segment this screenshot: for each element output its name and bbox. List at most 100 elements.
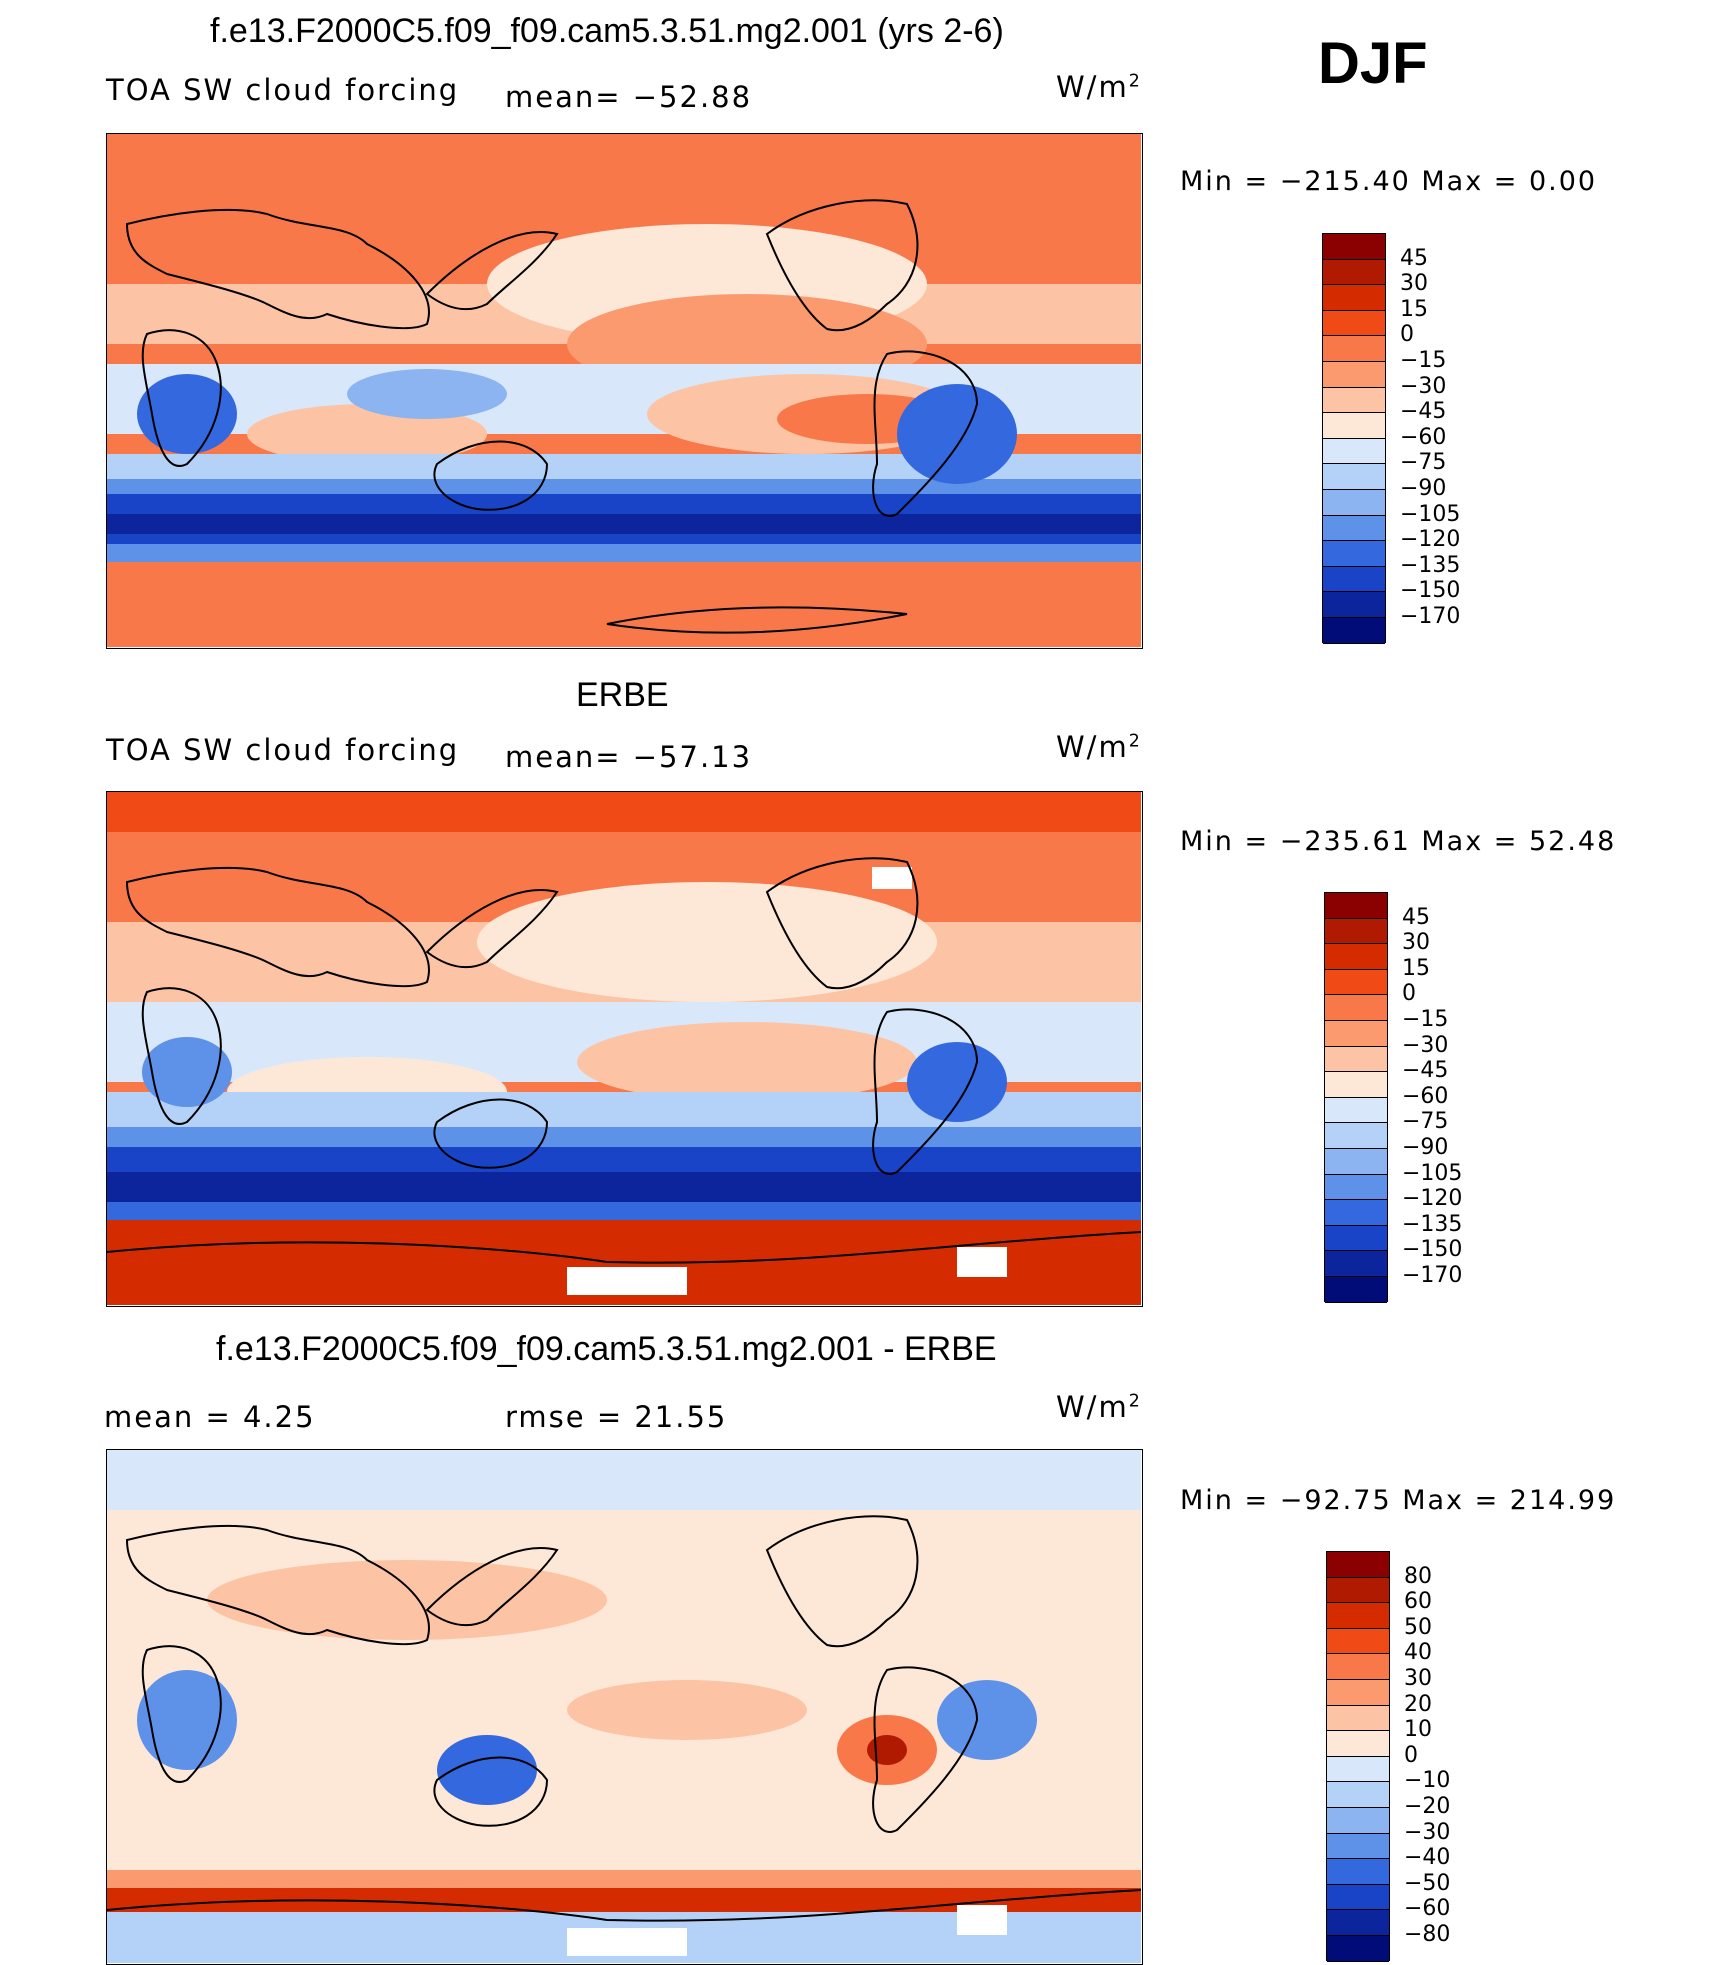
colorbar-tick-label: −15 bbox=[1400, 348, 1447, 373]
colorbar-tick-label: 15 bbox=[1402, 955, 1430, 981]
colorbar-swatch bbox=[1325, 1174, 1387, 1201]
colorbar-swatch bbox=[1325, 1149, 1387, 1175]
colorbar-swatch bbox=[1327, 1628, 1389, 1655]
panel-3-colorbar: 80 60 50 40 30 20 10 0 −10 −20 −30 −40 −50 −60 −80 bbox=[1326, 1551, 1526, 1962]
colorbar-swatch bbox=[1323, 592, 1385, 618]
colorbar-tick-label: −170 bbox=[1402, 1263, 1463, 1288]
colorbar-swatch bbox=[1325, 1123, 1387, 1149]
panel-1-mean-label: mean= −52.88 bbox=[505, 80, 753, 114]
colorbar-swatch bbox=[1323, 362, 1385, 388]
colorbar-tick-label: −120 bbox=[1402, 1186, 1463, 1212]
panel-1-colorbar: 45 30 15 0 −15 −30 −45 −60 −75 −90 −105 −120 −135 −15… bbox=[1322, 233, 1522, 644]
map-fill-asia bbox=[207, 1560, 607, 1640]
colorbar-swatch bbox=[1327, 1859, 1389, 1885]
map-fill-arctic bbox=[107, 1450, 1141, 1510]
colorbar-tick-label: −90 bbox=[1402, 1135, 1449, 1160]
panel-2-map-svg bbox=[107, 792, 1141, 1305]
colorbar-swatch bbox=[1325, 1225, 1387, 1252]
colorbar-tick-label: −90 bbox=[1400, 476, 1447, 501]
colorbar-tick-label: 10 bbox=[1404, 1717, 1432, 1743]
map-fill-samerica bbox=[897, 384, 1017, 484]
panel-2-minmax: Min = −235.61 Max = 52.48 bbox=[1180, 826, 1617, 857]
panel-3-mean-label: mean = 4.25 bbox=[104, 1400, 316, 1434]
colorbar-tick-label: −135 bbox=[1402, 1211, 1463, 1237]
map-fill-samerica bbox=[907, 1042, 1007, 1122]
map-fill-south-3 bbox=[107, 1172, 1141, 1202]
map-fill-antarctic bbox=[107, 562, 1141, 647]
colorbar-tick-label: 30 bbox=[1402, 930, 1430, 956]
panel-2-variable-label: TOA SW cloud forcing bbox=[106, 733, 460, 767]
colorbar-tick-label: 40 bbox=[1404, 1640, 1432, 1666]
colorbar-swatch bbox=[1325, 944, 1387, 970]
colorbar-tick-label: −50 bbox=[1404, 1870, 1451, 1896]
colorbar-tick-label: −10 bbox=[1404, 1768, 1451, 1794]
colorbar-swatch bbox=[1325, 995, 1387, 1021]
map-fill-missing-1 bbox=[567, 1267, 687, 1295]
panel-2-colorbar: 45 30 15 0 −15 −30 −45 −60 −75 −90 −105 −120 −135 −15… bbox=[1324, 892, 1524, 1303]
map-fill-south-4 bbox=[107, 1202, 1141, 1222]
colorbar-swatch bbox=[1325, 1097, 1387, 1124]
colorbar-swatch bbox=[1323, 618, 1385, 644]
colorbar-tick-label: −60 bbox=[1404, 1896, 1451, 1922]
colorbar-swatch bbox=[1323, 285, 1385, 311]
colorbar-swatch bbox=[1327, 1654, 1389, 1680]
colorbar-swatch bbox=[1323, 490, 1385, 516]
colorbar-swatch bbox=[1327, 1936, 1389, 1962]
colorbar-tick-label: 20 bbox=[1404, 1691, 1432, 1717]
panel-3-map bbox=[106, 1449, 1143, 1965]
colorbar-swatch bbox=[1325, 893, 1387, 919]
colorbar-box bbox=[1324, 892, 1388, 1303]
panel-2-title: ERBE bbox=[576, 676, 669, 714]
colorbar-swatch bbox=[1325, 1046, 1387, 1073]
colorbar-swatch bbox=[1327, 1910, 1389, 1936]
colorbar-tick-label: 45 bbox=[1400, 245, 1428, 271]
colorbar-tick-label: 0 bbox=[1402, 981, 1416, 1007]
colorbar-swatch bbox=[1323, 234, 1385, 260]
colorbar-swatch bbox=[1325, 969, 1387, 996]
panel-3-map-svg bbox=[107, 1450, 1141, 1963]
colorbar-tick-label: −150 bbox=[1402, 1237, 1463, 1263]
colorbar-swatch bbox=[1327, 1552, 1389, 1578]
panel-2-coastlines bbox=[107, 857, 1141, 1264]
map-fill-sepacific-core bbox=[867, 1735, 907, 1765]
map-fill-pacific bbox=[567, 1680, 807, 1740]
colorbar-tick-label: −40 bbox=[1404, 1845, 1451, 1871]
colorbar-swatch bbox=[1327, 1680, 1389, 1706]
colorbar-tick-label: −45 bbox=[1400, 399, 1447, 425]
colorbar-tick-label: 0 bbox=[1404, 1742, 1418, 1768]
panel-3-title: f.e13.F2000C5.f09_f09.cam5.3.51.mg2.001 … bbox=[216, 1330, 997, 1368]
panel-2-mean-label: mean= −57.13 bbox=[505, 740, 753, 774]
colorbar-swatch bbox=[1323, 566, 1385, 593]
colorbar-swatch bbox=[1325, 1072, 1387, 1098]
colorbar-swatch bbox=[1323, 515, 1385, 542]
panel-1-map bbox=[106, 133, 1143, 649]
panel-3-rmse-label: rmse = 21.55 bbox=[505, 1400, 728, 1434]
colorbar-tick-label: −120 bbox=[1400, 527, 1461, 553]
panel-1-units-label: W/m2 bbox=[1056, 70, 1142, 104]
colorbar-tick-label: 80 bbox=[1404, 1563, 1432, 1589]
colorbar-tick-label: 0 bbox=[1400, 322, 1414, 348]
map-fill-missing-1 bbox=[567, 1928, 687, 1956]
colorbar-swatch bbox=[1327, 1731, 1389, 1757]
colorbar-tick-label: 15 bbox=[1400, 296, 1428, 322]
panel-1-minmax: Min = −215.40 Max = 0.00 bbox=[1180, 166, 1598, 197]
colorbar-tick-label: 30 bbox=[1400, 271, 1428, 297]
colorbar-tick-label: 50 bbox=[1404, 1614, 1432, 1640]
colorbar-tick-label: −30 bbox=[1404, 1819, 1451, 1845]
colorbar-tick-label: 45 bbox=[1402, 904, 1430, 930]
colorbar-tick-label: 60 bbox=[1404, 1589, 1432, 1615]
panel-3-units-label: W/m2 bbox=[1056, 1390, 1142, 1424]
colorbar-swatch bbox=[1323, 310, 1385, 337]
colorbar-box bbox=[1322, 233, 1386, 644]
colorbar-tick-label: 30 bbox=[1404, 1666, 1432, 1691]
colorbar-swatch bbox=[1325, 1277, 1387, 1303]
colorbar-swatch bbox=[1327, 1833, 1389, 1860]
panel-3-minmax: Min = −92.75 Max = 214.99 bbox=[1180, 1485, 1617, 1516]
colorbar-swatch bbox=[1327, 1603, 1389, 1629]
map-fill-south-3 bbox=[107, 514, 1141, 534]
colorbar-tick-label: −150 bbox=[1400, 578, 1461, 604]
colorbar-tick-label: −75 bbox=[1402, 1109, 1449, 1135]
map-fill-missing-3 bbox=[872, 867, 912, 889]
colorbar-box bbox=[1326, 1551, 1390, 1962]
map-fill-missing-2 bbox=[957, 1247, 1007, 1277]
